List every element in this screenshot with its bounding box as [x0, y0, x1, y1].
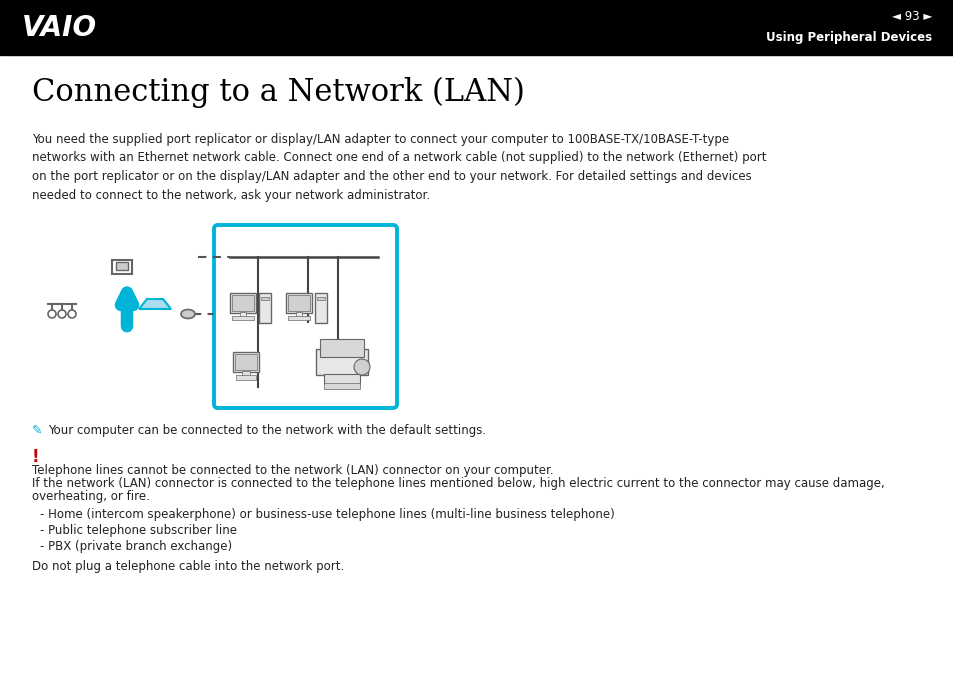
- Bar: [288, 316, 310, 320]
- Bar: [295, 312, 302, 317]
- Bar: [324, 383, 359, 389]
- Text: Using Peripheral Devices: Using Peripheral Devices: [765, 31, 931, 44]
- Bar: [286, 293, 312, 313]
- Text: Connecting to a Network (LAN): Connecting to a Network (LAN): [32, 77, 524, 109]
- Bar: [324, 374, 359, 384]
- Bar: [258, 293, 271, 323]
- Bar: [234, 354, 256, 370]
- Text: Your computer can be connected to the network with the default settings.: Your computer can be connected to the ne…: [48, 424, 486, 437]
- Text: - Home (intercom speakerphone) or business-use telephone lines (multi-line busin: - Home (intercom speakerphone) or busine…: [40, 508, 614, 521]
- Text: VAIO: VAIO: [22, 13, 97, 42]
- Ellipse shape: [181, 309, 194, 319]
- Circle shape: [48, 310, 56, 318]
- Bar: [240, 312, 246, 317]
- Bar: [112, 260, 132, 274]
- Polygon shape: [139, 299, 171, 309]
- Bar: [116, 262, 128, 270]
- Bar: [319, 339, 364, 357]
- Bar: [315, 349, 368, 375]
- Bar: [288, 295, 310, 311]
- Circle shape: [58, 310, 66, 318]
- Text: If the network (LAN) connector is connected to the telephone lines mentioned bel: If the network (LAN) connector is connec…: [32, 477, 883, 490]
- Bar: [235, 375, 255, 380]
- Bar: [242, 371, 250, 376]
- Text: ✎: ✎: [32, 424, 43, 437]
- Text: Do not plug a telephone cable into the network port.: Do not plug a telephone cable into the n…: [32, 560, 344, 573]
- FancyBboxPatch shape: [213, 225, 396, 408]
- Bar: [232, 316, 253, 320]
- Text: - Public telephone subscriber line: - Public telephone subscriber line: [40, 524, 236, 537]
- Circle shape: [68, 310, 76, 318]
- Circle shape: [354, 359, 370, 375]
- Bar: [316, 297, 325, 300]
- Bar: [233, 352, 258, 372]
- Bar: [314, 293, 327, 323]
- Bar: [230, 293, 255, 313]
- Bar: [0, 0, 953, 55]
- Text: ◄ 93 ►: ◄ 93 ►: [891, 10, 931, 23]
- Bar: [261, 297, 269, 300]
- Bar: [232, 295, 253, 311]
- Text: Telephone lines cannot be connected to the network (LAN) connector on your compu: Telephone lines cannot be connected to t…: [32, 464, 553, 477]
- Text: You need the supplied port replicator or display/LAN adapter to connect your com: You need the supplied port replicator or…: [32, 133, 765, 202]
- Text: overheating, or fire.: overheating, or fire.: [32, 490, 150, 503]
- Text: !: !: [32, 448, 40, 466]
- Text: - PBX (private branch exchange): - PBX (private branch exchange): [40, 540, 232, 553]
